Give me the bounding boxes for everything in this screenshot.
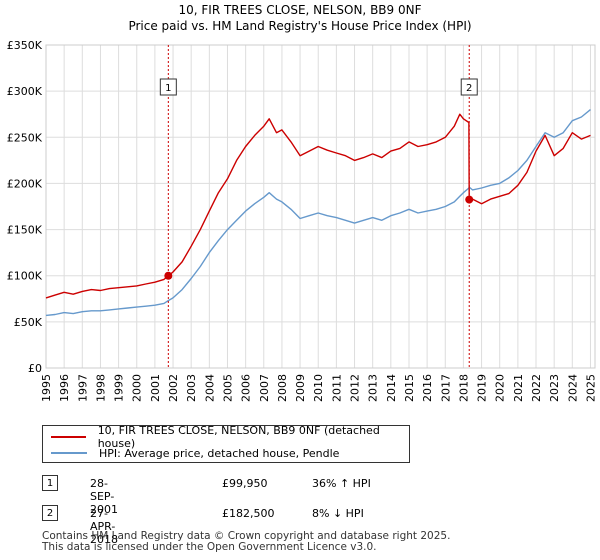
x-tick-label: 2022 <box>530 374 543 402</box>
y-tick-label: £50K <box>14 316 43 329</box>
x-tick-label: 1995 <box>40 374 53 402</box>
x-tick-label: 2024 <box>566 374 579 402</box>
hpi-line <box>45 109 591 317</box>
sale-price: £182,500 <box>222 507 275 520</box>
chart-grid <box>45 44 595 369</box>
x-tick-label: 2025 <box>584 374 597 402</box>
x-tick-label: 2013 <box>367 374 380 402</box>
y-tick-label: £350K <box>7 39 43 52</box>
y-tick-label: £200K <box>7 177 43 190</box>
sale-label-number: 2 <box>466 83 472 94</box>
y-tick-label: £250K <box>7 131 43 144</box>
chart-legend: 10, FIR TREES CLOSE, NELSON, BB9 0NF (de… <box>42 424 410 463</box>
x-tick-label: 1996 <box>58 374 71 402</box>
x-tick-label: 1999 <box>113 374 126 402</box>
legend-item-property: 10, FIR TREES CLOSE, NELSON, BB9 0NF (de… <box>51 424 409 450</box>
sale-number-badge: 2 <box>42 505 58 521</box>
x-tick-label: 2001 <box>149 374 162 402</box>
x-tick-label: 2016 <box>421 374 434 402</box>
x-tick-label: 2011 <box>330 374 343 402</box>
x-tick-label: 2023 <box>548 374 561 402</box>
legend-swatch-hpi <box>51 452 87 454</box>
x-tick-label: 2000 <box>131 374 144 402</box>
x-tick-label: 2007 <box>258 374 271 402</box>
x-tick-label: 2003 <box>185 374 198 402</box>
sale-date: 28-SEP-2001 <box>90 477 118 516</box>
price-chart: 10, FIR TREES CLOSE, NELSON, BB9 0NF Pri… <box>7 3 598 402</box>
footer-line-licence: This data is licensed under the Open Gov… <box>42 541 377 553</box>
chart-axes: £0 £50K £100K £150K £200K £250K £300K £350K 1995… <box>7 39 598 402</box>
legend-label-property: 10, FIR TREES CLOSE, NELSON, BB9 0NF (de… <box>97 424 380 450</box>
chart-subtitle: Price paid vs. HM Land Registry's House … <box>128 19 471 33</box>
sale-hpi-diff: 36% ↑ HPI <box>312 477 371 490</box>
chart-title: 10, FIR TREES CLOSE, NELSON, BB9 0NF <box>178 3 421 17</box>
x-tick-label: 2008 <box>276 374 289 402</box>
chart-series <box>45 109 591 317</box>
x-tick-label: 2012 <box>349 374 362 402</box>
y-tick-label: £100K <box>7 270 43 283</box>
legend-swatch-property <box>51 436 86 438</box>
x-tick-label: 2018 <box>457 374 470 402</box>
footer-attribution: Contains HM Land Registry data © Crown c… <box>42 531 450 553</box>
x-tick-label: 1998 <box>94 374 107 402</box>
x-tick-label: 2009 <box>294 374 307 402</box>
x-tick-label: 2002 <box>167 374 180 402</box>
plot-border <box>45 44 596 369</box>
y-tick-label: £0 <box>28 362 42 375</box>
x-tick-label: 2014 <box>385 374 398 402</box>
x-tick-label: 2006 <box>240 374 253 402</box>
legend-label-hpi: HPI: Average price, detached house, Pend… <box>99 446 340 460</box>
x-tick-label: 2019 <box>476 374 489 402</box>
sale-point <box>164 271 173 280</box>
y-tick-label: £150K <box>7 224 43 237</box>
y-tick-label: £300K <box>7 85 43 98</box>
legend-item-hpi: HPI: Average price, detached house, Pend… <box>51 445 339 461</box>
sale-number-badge: 1 <box>42 475 58 491</box>
property-price-line <box>45 113 591 299</box>
sale-point <box>465 195 474 204</box>
x-tick-label: 2020 <box>494 374 507 402</box>
x-tick-label: 2005 <box>221 374 234 402</box>
x-tick-label: 2004 <box>203 374 216 402</box>
sale-price: £99,950 <box>222 477 268 490</box>
sale-hpi-diff: 8% ↓ HPI <box>312 507 364 520</box>
sale-label-number: 1 <box>165 83 171 94</box>
x-tick-label: 2015 <box>403 374 416 402</box>
x-tick-label: 2021 <box>512 374 525 402</box>
x-tick-label: 2017 <box>439 374 452 402</box>
x-tick-label: 1997 <box>76 374 89 402</box>
sale-date: 27-APR-2018 <box>90 507 118 546</box>
footer-line-copyright: Contains HM Land Registry data © Crown c… <box>42 530 451 542</box>
x-tick-label: 2010 <box>312 374 325 402</box>
sale-label-box <box>159 78 177 96</box>
sale-label-box <box>460 78 478 96</box>
